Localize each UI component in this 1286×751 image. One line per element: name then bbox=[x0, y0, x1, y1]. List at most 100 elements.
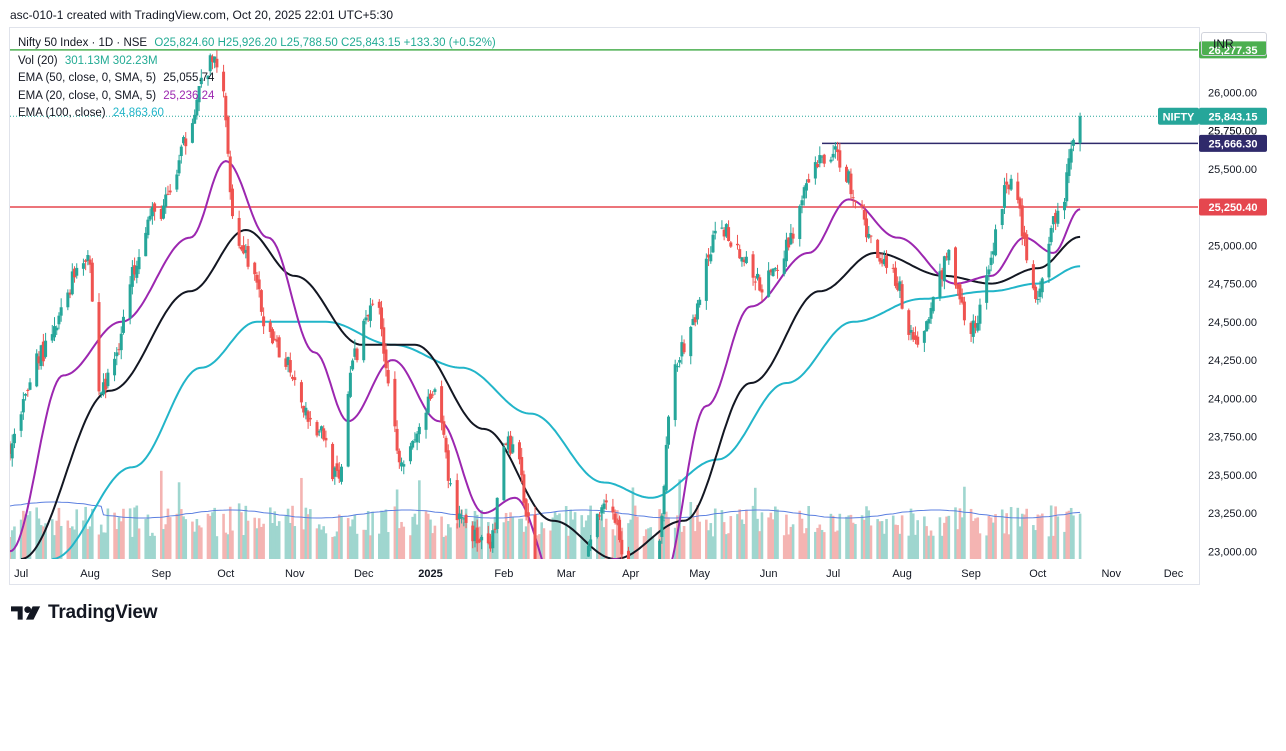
candle-body bbox=[162, 205, 166, 219]
volume-bar bbox=[923, 516, 926, 559]
volume-bar bbox=[53, 535, 56, 559]
volume-bar bbox=[402, 526, 406, 559]
legend-ema20-row[interactable]: EMA (20, close, 0, SMA, 5) 25,236.24 bbox=[18, 88, 496, 106]
volume-bar bbox=[495, 510, 499, 559]
volume-bar bbox=[200, 527, 203, 559]
candle-body bbox=[1018, 198, 1022, 209]
volume-bar bbox=[277, 521, 281, 559]
legend-symbol-row[interactable]: Nifty 50 Index · 1D · NSE O25,824.60 H25… bbox=[18, 35, 496, 53]
volume-bar bbox=[969, 508, 973, 559]
volume-bar bbox=[698, 521, 701, 559]
volume-bar bbox=[860, 515, 864, 559]
candle-body bbox=[567, 559, 570, 560]
volume-bar bbox=[240, 512, 243, 559]
candle-body bbox=[215, 58, 219, 68]
volume-bar bbox=[355, 533, 359, 559]
volume-bar bbox=[68, 527, 72, 559]
volume-bar bbox=[911, 513, 915, 559]
volume-bar bbox=[28, 511, 32, 559]
volume-bar bbox=[994, 514, 997, 559]
volume-bar bbox=[662, 520, 666, 559]
candle-body bbox=[364, 317, 368, 321]
legend-ema50-row[interactable]: EMA (50, close, 0, SMA, 5) 25,055.74 bbox=[18, 70, 496, 88]
currency-selector[interactable]: INR bbox=[1201, 32, 1267, 56]
time-tick-label: Oct bbox=[217, 568, 234, 580]
volume-bar bbox=[553, 511, 557, 559]
ema20-line-layer bbox=[10, 160, 1081, 559]
candle-body bbox=[237, 217, 241, 246]
candle-body bbox=[753, 281, 757, 283]
volume-bar bbox=[122, 508, 125, 559]
volume-bar bbox=[433, 525, 437, 559]
volume-bar bbox=[974, 518, 977, 559]
candle-body bbox=[1038, 288, 1042, 297]
volume-bar bbox=[633, 505, 637, 559]
candle-body bbox=[658, 540, 662, 559]
candle-body bbox=[184, 138, 188, 147]
volume-bar bbox=[231, 530, 234, 559]
candle-body bbox=[10, 443, 14, 459]
candle-body bbox=[368, 305, 372, 321]
candle-body bbox=[520, 457, 524, 476]
volume-bar bbox=[166, 508, 170, 559]
volume-bar bbox=[91, 508, 94, 559]
candle-body bbox=[351, 360, 355, 370]
volume-bar bbox=[364, 529, 368, 559]
volume-bar bbox=[59, 525, 63, 559]
candle-body bbox=[807, 179, 811, 183]
candle-body bbox=[1022, 232, 1026, 239]
legend-volume-row[interactable]: Vol (20) 301.13M 302.23M bbox=[18, 53, 496, 71]
volume-bar bbox=[807, 505, 810, 559]
candle-body bbox=[720, 227, 724, 229]
volume-bar bbox=[442, 536, 446, 559]
candle-body bbox=[148, 215, 152, 220]
price-chart[interactable]: 23,000.00 23,250.00 23,500.00 23,750.00 24,0… bbox=[0, 0, 1286, 600]
candle-body bbox=[744, 256, 748, 264]
volume-bar bbox=[509, 512, 512, 559]
volume-bar bbox=[378, 533, 381, 559]
candle-body bbox=[647, 559, 650, 560]
volume-bar bbox=[644, 529, 648, 559]
candles-layer bbox=[10, 50, 1082, 560]
volume-bar bbox=[527, 516, 530, 559]
candle-body bbox=[742, 259, 746, 263]
volume-bar bbox=[300, 477, 303, 559]
volume-bar bbox=[729, 516, 733, 559]
volume-bar bbox=[627, 523, 630, 559]
candle-body bbox=[929, 308, 933, 319]
volume-bar bbox=[284, 515, 288, 559]
price-tick-label: 26,000.00 bbox=[1208, 87, 1257, 99]
volume-bar bbox=[380, 510, 383, 559]
candle-body bbox=[773, 268, 777, 270]
candle-body bbox=[493, 528, 497, 530]
volume-bar bbox=[275, 525, 279, 559]
candle-body bbox=[477, 539, 481, 543]
candle-body bbox=[1036, 298, 1040, 300]
volume-bar bbox=[740, 519, 744, 559]
candle-body bbox=[962, 301, 966, 321]
tradingview-logo[interactable]: TradingView bbox=[11, 602, 158, 624]
candle-body bbox=[113, 358, 117, 376]
candle-body bbox=[662, 486, 666, 515]
volume-bar bbox=[989, 517, 993, 559]
volume-bar bbox=[106, 508, 110, 559]
ema20-label: EMA (20, close, 0, SMA, 5) bbox=[18, 89, 157, 102]
volume-bar bbox=[689, 501, 693, 559]
volume-bar bbox=[133, 507, 136, 559]
candle-body bbox=[664, 444, 668, 491]
legend-ema100-row[interactable]: EMA (100, close) 24,863.60 bbox=[18, 105, 496, 123]
volume-bar bbox=[658, 509, 661, 559]
candle-body bbox=[1040, 278, 1044, 293]
volume-bar bbox=[567, 535, 570, 559]
volume-bar bbox=[39, 525, 43, 559]
candle-body bbox=[574, 559, 577, 560]
candle-body bbox=[197, 86, 201, 103]
volume-bar bbox=[854, 524, 857, 559]
candle-body bbox=[286, 357, 290, 365]
volume-bar bbox=[335, 531, 339, 559]
chart-pane[interactable] bbox=[9, 27, 1200, 585]
volume-bar bbox=[260, 526, 263, 559]
volume-bar bbox=[273, 511, 277, 559]
candle-body bbox=[86, 255, 90, 261]
volume-bar bbox=[222, 513, 225, 559]
